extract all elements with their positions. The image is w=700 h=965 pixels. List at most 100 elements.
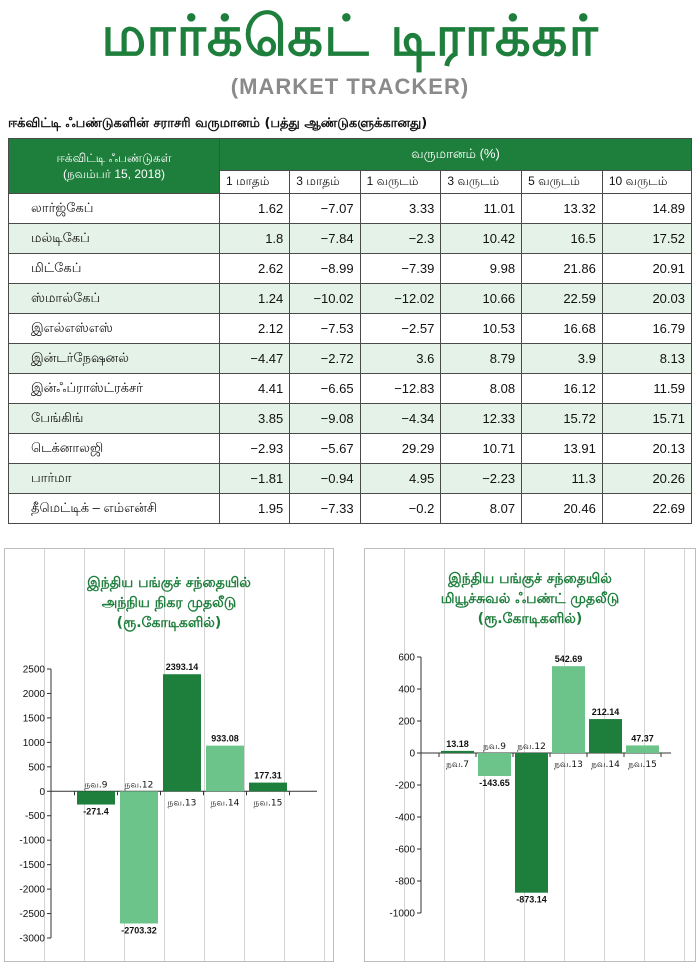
data-label: -2703.32 xyxy=(121,925,157,935)
return-value-cell: 1.62 xyxy=(218,193,291,224)
return-value-cell: −2.23 xyxy=(440,463,523,494)
fund-category-name: லார்ஜ்கேப் xyxy=(8,193,220,224)
return-value-cell: −10.02 xyxy=(289,283,361,314)
return-value-cell: −0.94 xyxy=(289,463,361,494)
bar xyxy=(478,753,511,776)
fii-bar-chart: 2500 2000 1500 1000 500 0 -500 -1000 -1500 -2000 -… xyxy=(19,662,317,945)
return-value-cell: 11.3 xyxy=(521,463,603,494)
return-value-cell: −8.99 xyxy=(289,253,361,284)
period-header: 1 வருடம் xyxy=(359,170,442,194)
table-row: இன்டர்நேஷனல் −4.47 −2.72 3.6 8.79 3.9 8.13 xyxy=(8,343,693,374)
return-value-cell: −7.53 xyxy=(289,313,361,344)
data-label: 933.08 xyxy=(211,734,239,744)
table-row: இஎல்எஸ்எஸ் 2.12 −7.53 −2.57 10.53 16.68 16.79 xyxy=(8,313,693,344)
y-tick-label: -2000 xyxy=(19,885,45,896)
table-row: மல்டிகேப் 1.8 −7.84 −2.3 10.42 16.5 17.52 xyxy=(8,223,693,254)
y-tick-label: -1000 xyxy=(19,836,45,847)
return-value-cell: 15.71 xyxy=(601,403,693,434)
fund-category-name: இன்டர்நேஷனல் xyxy=(8,343,220,374)
bar xyxy=(626,745,659,753)
fii-title-line2: அந்நிய நிகர முதலீடு xyxy=(101,595,237,611)
return-value-cell: 13.32 xyxy=(521,193,603,224)
return-value-cell: 13.91 xyxy=(521,433,603,464)
bar xyxy=(515,753,548,893)
y-tick-label: 0 xyxy=(39,787,45,798)
fii-chart-panel: இந்திய பங்குச் சந்தையில் அந்நிய நிகர முத… xyxy=(4,548,334,962)
return-value-cell: −2.3 xyxy=(359,223,442,254)
fund-category-name: இஎல்எஸ்எஸ் xyxy=(8,313,220,344)
table-row: டெக்னாலஜி −2.93 −5.67 29.29 10.71 13.91 20.13 xyxy=(8,433,693,464)
return-value-cell: 12.33 xyxy=(440,403,523,434)
fund-header-date: (நவம்பர் 15, 2018) xyxy=(62,167,166,181)
bar xyxy=(589,719,622,753)
return-value-cell: 3.9 xyxy=(521,343,603,374)
fii-chart-title: இந்திய பங்குச் சந்தையில் அந்நிய நிகர முத… xyxy=(5,573,333,633)
return-value-cell: 20.46 xyxy=(521,493,603,524)
y-tick-label: -200 xyxy=(395,781,415,792)
return-value-cell: 10.53 xyxy=(440,313,523,344)
return-value-cell: −7.07 xyxy=(289,193,361,224)
return-value-cell: −12.83 xyxy=(359,373,442,404)
category-label: நவ.14 xyxy=(211,798,240,808)
page-title: மார்க்கெட் டிராக்கர் xyxy=(101,4,599,69)
period-header: 3 வருடம் xyxy=(440,170,523,194)
y-tick-label: -600 xyxy=(395,845,415,856)
bar xyxy=(441,750,474,753)
fund-category-name: மிட்கேப் xyxy=(8,253,220,284)
fii-title-line1: இந்திய பங்குச் சந்தையில் xyxy=(87,575,251,591)
table-row: பார்மா −1.81 −0.94 4.95 −2.23 11.3 20.26 xyxy=(8,463,693,494)
fund-category-name: ஸ்மால்கேப் xyxy=(8,283,220,314)
return-value-cell: 20.91 xyxy=(601,253,693,284)
category-label: நவ.12 xyxy=(517,742,546,752)
table-heading: ஈக்விட்டி ஃபண்டுகளின் சராசரி வருமானம் (ப… xyxy=(8,116,428,131)
return-value-cell: −5.67 xyxy=(289,433,361,464)
y-tick-label: -1000 xyxy=(389,909,415,920)
return-value-cell: −2.72 xyxy=(289,343,361,374)
data-label: -143.65 xyxy=(479,778,510,788)
category-label: நவ.13 xyxy=(554,760,583,770)
data-label: 542.69 xyxy=(555,654,583,664)
return-value-cell: −4.47 xyxy=(218,343,291,374)
fund-category-name: தீமெட்டிக் – எம்என்சி xyxy=(8,493,220,524)
y-tick-label: -400 xyxy=(395,813,415,824)
table-row: இன்ஃப்ராஸ்ட்ரக்சர் 4.41 −6.65 −12.83 8.08 16.… xyxy=(8,373,693,404)
bar xyxy=(120,791,158,924)
y-tick-label: -3000 xyxy=(19,934,45,945)
y-tick-label: -1500 xyxy=(19,860,45,871)
return-value-cell: −9.08 xyxy=(289,403,361,434)
bar xyxy=(77,791,115,805)
mf-title-line2: மியூச்சுவல் ஃபண்ட் முதலீடு xyxy=(440,591,620,607)
fund-column-header: ஈக்விட்டி ஃபண்டுகள் (நவம்பர் 15, 2018) xyxy=(8,138,220,194)
return-value-cell: −1.81 xyxy=(218,463,291,494)
return-value-cell: 4.95 xyxy=(359,463,442,494)
return-value-cell: 16.12 xyxy=(521,373,603,404)
return-value-cell: −2.57 xyxy=(359,313,442,344)
return-value-cell: −12.02 xyxy=(359,283,442,314)
return-value-cell: 1.95 xyxy=(218,493,291,524)
mf-chart-panel: இந்திய பங்குச் சந்தையில் மியூச்சுவல் ஃபண… xyxy=(364,548,696,962)
mf-title-line3: (ரூ.கோடிகளில்) xyxy=(477,611,583,627)
y-tick-label: 500 xyxy=(28,762,45,773)
return-value-cell: 8.79 xyxy=(440,343,523,374)
period-header-row: 1 மாதம் 3 மாதம் 1 வருடம் 3 வருடம் 5 வருடம் 10… xyxy=(9,170,693,194)
table-row: தீமெட்டிக் – எம்என்சி 1.95 −7.33 −0.2 8.07 20… xyxy=(8,493,693,524)
data-label: 47.37 xyxy=(631,733,654,743)
data-label: 13.18 xyxy=(446,739,469,749)
return-value-cell: 16.5 xyxy=(521,223,603,254)
table-row: ஸ்மால்கேப் 1.24 −10.02 −12.02 10.66 22.59 20.0… xyxy=(8,283,693,314)
return-value-cell: 22.69 xyxy=(601,493,693,524)
return-value-cell: −6.65 xyxy=(289,373,361,404)
return-value-cell: 3.6 xyxy=(359,343,442,374)
return-value-cell: 14.89 xyxy=(601,193,693,224)
return-value-cell: 10.66 xyxy=(440,283,523,314)
y-tick-label: 1500 xyxy=(23,713,46,724)
y-tick-label: 400 xyxy=(398,685,415,696)
return-value-cell: −2.93 xyxy=(218,433,291,464)
return-value-cell: 2.12 xyxy=(218,313,291,344)
mf-chart-title: இந்திய பங்குச் சந்தையில் மியூச்சுவல் ஃபண… xyxy=(365,569,695,629)
y-tick-label: 2500 xyxy=(23,665,46,676)
return-value-cell: 16.79 xyxy=(601,313,693,344)
fund-category-name: இன்ஃப்ராஸ்ட்ரக்சர் xyxy=(8,373,220,404)
return-value-cell: 11.59 xyxy=(601,373,693,404)
data-label: 177.31 xyxy=(254,771,282,781)
